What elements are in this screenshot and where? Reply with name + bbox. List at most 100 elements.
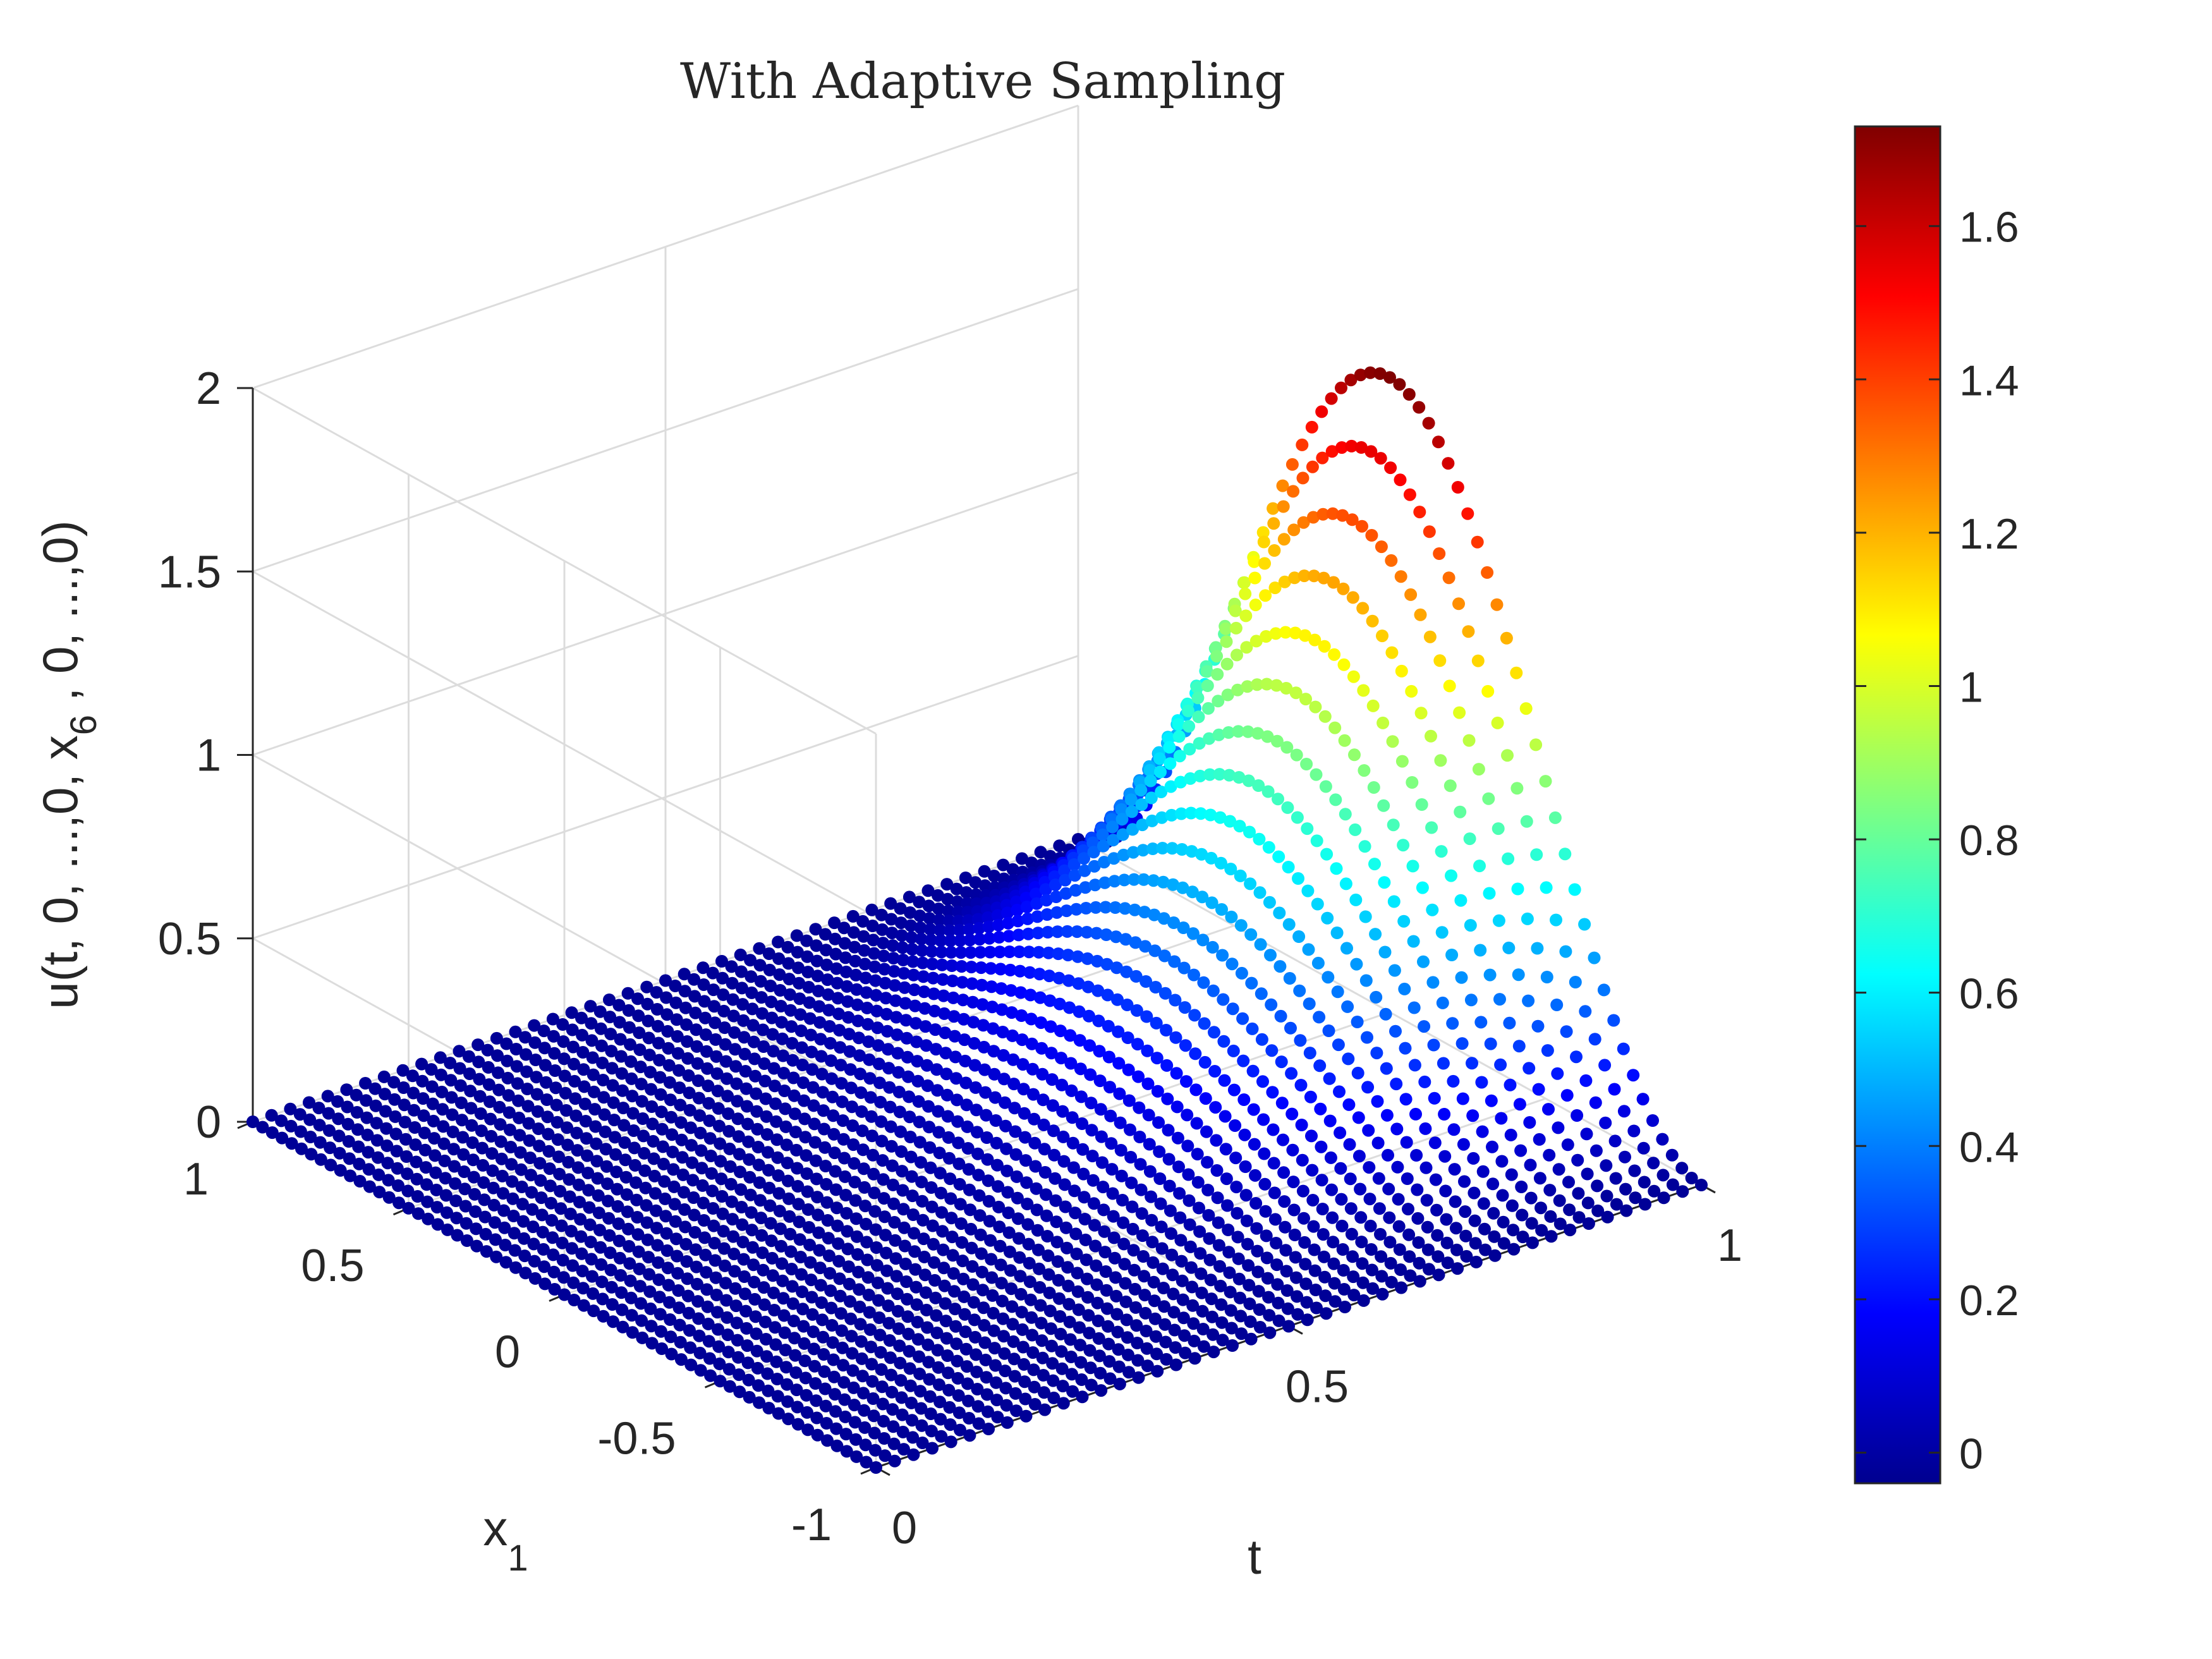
scatter-point-2858: [1543, 1184, 1557, 1197]
scatter-point-1477: [937, 1261, 951, 1275]
scatter-point-2295: [1244, 928, 1258, 941]
scatter-point-2119: [1203, 768, 1217, 781]
scatter-point-2900: [1601, 1210, 1614, 1224]
scatter-point-80: [425, 1063, 438, 1076]
scatter-point-2005: [1047, 1391, 1060, 1404]
scatter-point-1637: [959, 1325, 972, 1339]
scatter-point-2706: [1411, 1183, 1424, 1196]
scatter-point-1485: [921, 1321, 934, 1334]
scatter-point-2488: [1253, 1321, 1267, 1334]
scatter-point-1693: [1087, 846, 1100, 859]
scatter-point-2745: [1447, 1123, 1461, 1136]
scatter-point-370: [641, 1014, 655, 1028]
scatter-point-2281: [1285, 458, 1299, 471]
scatter-point-1081: [942, 904, 955, 918]
scatter-point-1100: [799, 1371, 812, 1385]
scatter-point-1728: [1012, 1232, 1026, 1245]
z-axis-label-part1: u(t, 0, ...,0, x: [32, 735, 88, 1009]
scatter-point-536: [642, 1251, 655, 1264]
scatter-point-2262: [1150, 1347, 1164, 1361]
scatter-point-1577: [1033, 968, 1046, 981]
scatter-point-1320: [865, 1358, 878, 1371]
scatter-point-598: [645, 1320, 658, 1333]
scatter-point-1913: [1128, 903, 1141, 916]
scatter-point-379: [609, 1131, 621, 1144]
scatter-point-2500: [1356, 520, 1368, 533]
scatter-point-1954: [1028, 1398, 1042, 1411]
scatter-point-997: [846, 1119, 860, 1133]
scatter-point-1212: [946, 975, 959, 987]
scatter-point-829: [772, 1187, 786, 1200]
scatter-point-1288: [932, 1105, 945, 1118]
scatter-point-1102: [900, 1031, 913, 1045]
scatter-point-1232: [854, 1318, 867, 1331]
scatter-point-287: [594, 1022, 607, 1035]
scatter-point-243: [507, 1210, 520, 1222]
scatter-point-390: [567, 1276, 580, 1289]
scatter-point-1439: [868, 1443, 882, 1457]
scatter-point-421: [645, 1083, 658, 1096]
scatter-point-873: [757, 1281, 770, 1294]
scatter-point-363: [574, 1213, 587, 1226]
scatter-point-1762: [980, 1371, 993, 1384]
scatter-point-895: [750, 1327, 763, 1340]
scatter-point-2063: [1201, 679, 1214, 692]
scatter-point-315: [621, 987, 635, 1000]
scatter-point-219: [480, 1245, 493, 1258]
scatter-point-1744: [1072, 977, 1085, 990]
scatter-point-1249: [913, 1136, 927, 1149]
scatter-point-2833: [1507, 1224, 1520, 1237]
scatter-point-1176: [928, 1004, 941, 1018]
scatter-point-2593: [1386, 735, 1399, 748]
scatter-point-322: [546, 1231, 559, 1244]
scatter-point-1504: [938, 1279, 951, 1292]
scatter-point-454: [629, 1176, 643, 1189]
scatter-point-2049: [1091, 1296, 1104, 1310]
scatter-point-2598: [1319, 1289, 1332, 1303]
scatter-point-2395: [1274, 1009, 1287, 1023]
scatter-point-1501: [1039, 883, 1052, 896]
scatter-point-1012: [762, 1402, 775, 1414]
scatter-point-1745: [1021, 1218, 1035, 1231]
scatter-point-1921: [1112, 1025, 1125, 1038]
scatter-point-758: [719, 1277, 732, 1290]
scatter-point-952: [904, 906, 916, 919]
scatter-point-2147: [1128, 1282, 1141, 1296]
scatter-point-2240: [1259, 589, 1272, 602]
scatter-point-843: [739, 1304, 753, 1318]
scatter-point-1016: [897, 967, 911, 980]
scatter-point-1925: [1053, 1292, 1066, 1305]
scatter-point-2232: [1132, 1371, 1145, 1384]
scatter-point-43: [344, 1169, 357, 1182]
scatter-point-808: [780, 1138, 793, 1152]
scatter-point-2054: [1125, 1176, 1138, 1189]
scatter-point-668: [774, 1000, 787, 1012]
scatter-point-1284: [940, 1067, 953, 1081]
scatter-point-466: [681, 1035, 694, 1048]
scatter-point-2573: [1368, 858, 1381, 871]
scatter-point-502: [657, 1157, 670, 1170]
scatter-point-1996: [1173, 750, 1186, 763]
scatter-point-1775: [1056, 1105, 1069, 1118]
scatter-point-1038: [797, 1320, 810, 1333]
scatter-point-1015: [906, 943, 919, 956]
scatter-point-1186: [853, 1283, 866, 1296]
scatter-point-2652: [1423, 630, 1437, 643]
scatter-point-2277: [1252, 779, 1265, 792]
scatter-point-1876: [1068, 1184, 1081, 1198]
scatter-point-623: [663, 1296, 676, 1309]
scatter-point-1655: [1018, 1131, 1031, 1144]
scatter-point-66: [398, 1098, 411, 1112]
scatter-point-664: [690, 1260, 703, 1273]
scatter-point-378: [659, 974, 672, 987]
scatter-point-1704: [1012, 1212, 1024, 1225]
scatter-point-1668: [943, 1401, 956, 1414]
scatter-point-2495: [1322, 971, 1335, 984]
scatter-point-2276: [1151, 1364, 1164, 1378]
scatter-point-2309: [1203, 1232, 1216, 1245]
scatter-point-1585: [915, 1419, 928, 1432]
scatter-point-2766: [1474, 1016, 1488, 1029]
scatter-point-68: [381, 1157, 394, 1170]
scatter-point-344: [598, 1108, 611, 1121]
scatter-point-2594: [1335, 1219, 1349, 1232]
